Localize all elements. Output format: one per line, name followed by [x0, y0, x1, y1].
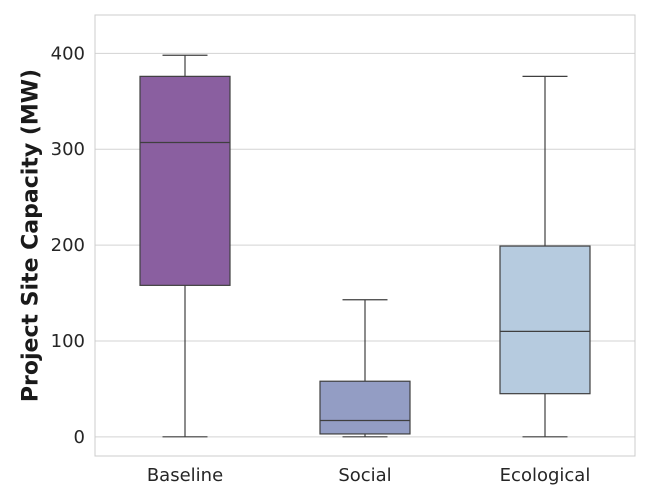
y-tick-label-100: 100 — [51, 331, 85, 352]
iqr-box-baseline — [139, 75, 231, 286]
y-axis-title: Project Site Capacity (MW) — [19, 69, 44, 402]
iqr-box-ecological — [499, 245, 591, 395]
x-tick-label-baseline: Baseline — [147, 465, 223, 486]
box-series — [139, 54, 591, 438]
x-tick-label-ecological: Ecological — [500, 465, 591, 486]
y-tick-label-200: 200 — [51, 235, 85, 256]
box-baseline — [139, 54, 231, 438]
x-tick-label-social: Social — [338, 465, 391, 486]
y-tick-label-300: 300 — [51, 139, 85, 160]
y-tick-label-0: 0 — [74, 427, 85, 448]
x-axis-ticks: Baseline Social Ecological — [147, 465, 590, 486]
y-tick-label-400: 400 — [51, 43, 85, 64]
plot-area-frame — [94, 14, 636, 457]
iqr-box-social — [319, 380, 411, 435]
box-ecological — [499, 75, 591, 438]
y-axis-ticks: 0 100 200 300 400 — [51, 43, 85, 447]
box-social — [319, 299, 411, 438]
